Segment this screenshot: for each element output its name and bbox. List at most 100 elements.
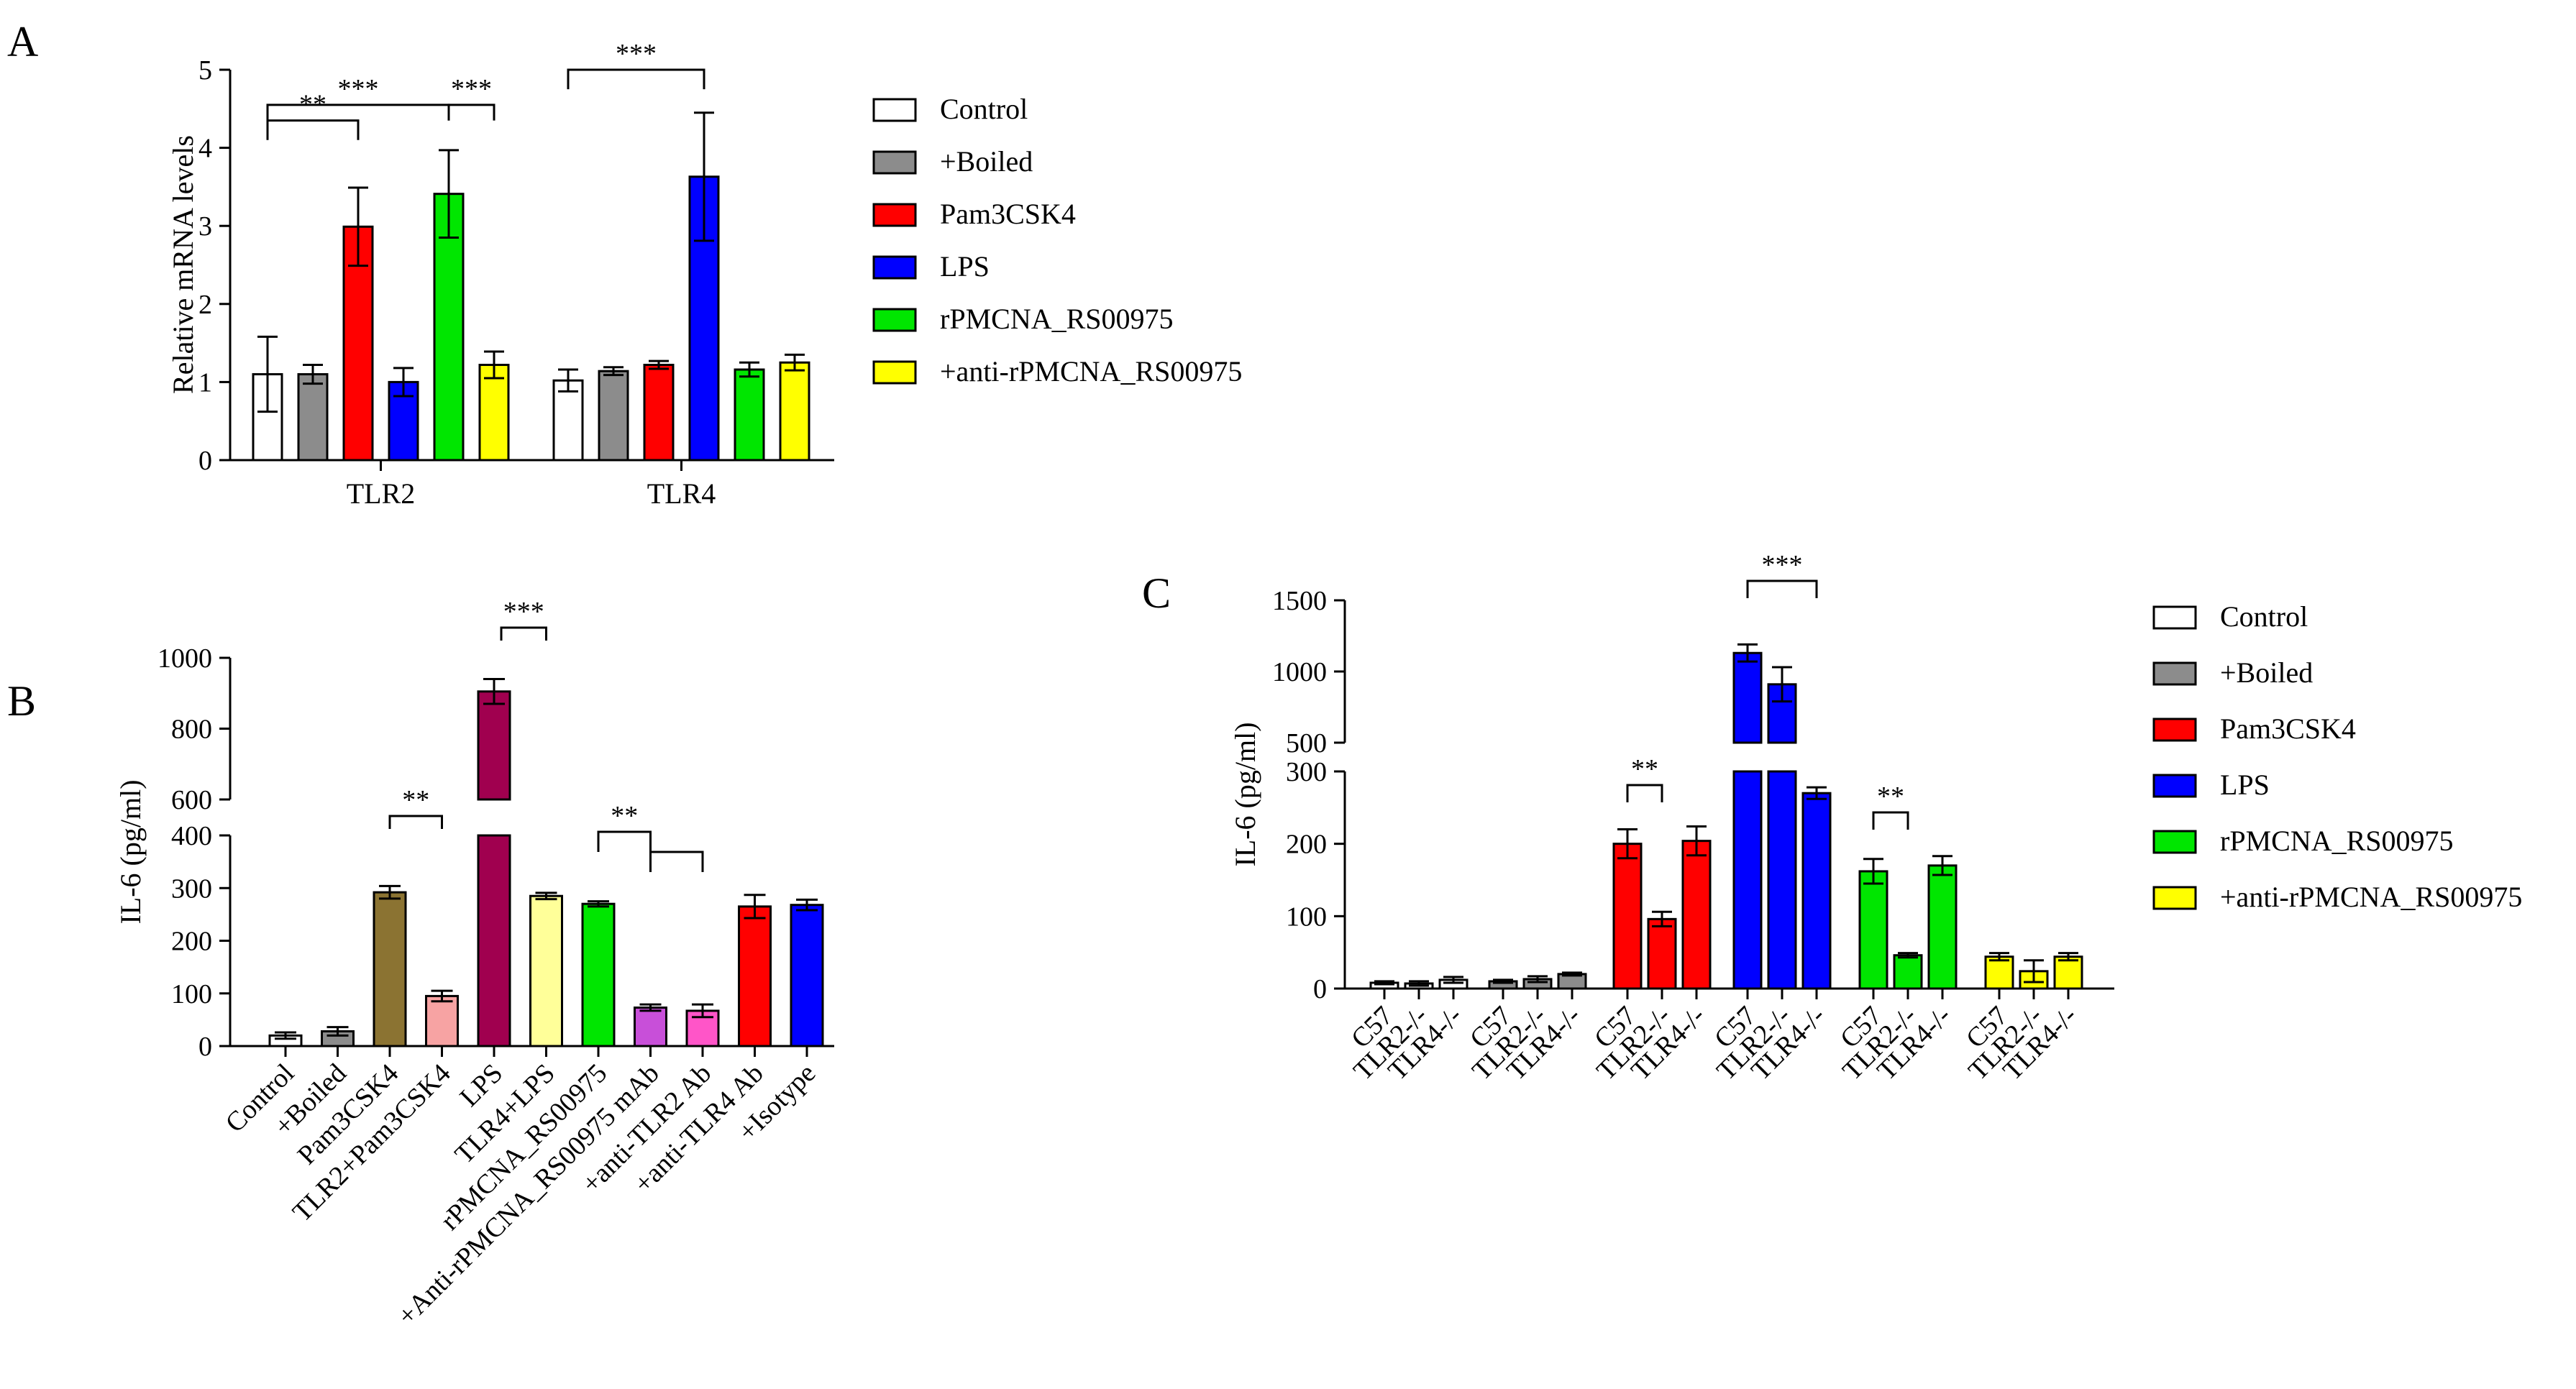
bar-rpmcna-rs00975 xyxy=(581,902,616,1048)
bar-tlr4-control xyxy=(552,379,584,462)
y-tick-label: 600 xyxy=(171,785,212,815)
bar-rpmcna-rs00975-tlr2 xyxy=(1893,954,1923,990)
y-tick-label: 800 xyxy=(171,715,212,745)
y-tick-label: 100 xyxy=(1286,902,1327,932)
sig-bracket-ctrl-pam3 xyxy=(266,119,360,140)
svg-text:C: C xyxy=(1142,569,1171,617)
sig-bracket-rpmcna-anti-label: *** xyxy=(451,74,492,104)
svg-text:B: B xyxy=(7,677,36,725)
legend-a-label-pam3csk4: Pam3CSK4 xyxy=(940,198,1076,230)
sig-bracket-lps-c57-tlr4 xyxy=(1746,579,1818,598)
y-axis-label: Relative mRNA levels xyxy=(167,135,199,394)
panel-label-c: C xyxy=(1142,569,1171,617)
bar-lps-tlr4 xyxy=(1801,792,1832,990)
y-tick-label: 200 xyxy=(171,927,212,957)
bar-lps-c57-upper xyxy=(1732,651,1763,744)
y-tick-label: 2 xyxy=(198,290,212,320)
legend-a-swatch-boiled xyxy=(872,150,917,175)
y-tick-label: 1000 xyxy=(1272,657,1327,687)
bar-tlr4-pam3csk4 xyxy=(643,364,675,462)
bar-tlr4-boiled xyxy=(598,370,629,462)
bar-anti-tlr4-ab xyxy=(738,905,772,1048)
legend-c-label-boiled: +Boiled xyxy=(2220,656,2313,689)
legend-c-label-lps: LPS xyxy=(2220,769,2270,801)
sig-bracket-lps-c57-tlr4-label: *** xyxy=(1762,550,1803,580)
legend-a-swatch-control xyxy=(872,98,917,122)
legend-a-label-control: Control xyxy=(940,93,1028,125)
y-tick-label: 1 xyxy=(198,367,212,398)
svg-text:A: A xyxy=(7,18,38,65)
y-tick-label: 4 xyxy=(198,134,212,164)
bar-anti-rpmcna-rs00975-mab xyxy=(634,1007,667,1048)
legend-c-swatch-pam3csk4 xyxy=(2152,718,2197,742)
sig-bracket-pam3-c57-tlr2 xyxy=(1626,784,1663,802)
bar-rpmcna-rs00975-tlr4 xyxy=(1927,864,1958,990)
x-tick-label-tlr4: TLR4 xyxy=(647,477,716,510)
panel-label-b: B xyxy=(7,677,36,725)
bar-tlr2-pam3csk4 xyxy=(425,994,459,1048)
bar-tlr2-anti-rpmcna-rs00975 xyxy=(478,364,510,462)
sig-bracket-ctrl-rpmcna xyxy=(266,104,450,121)
legend-a-swatch-rpmcna-rs00975 xyxy=(872,308,917,332)
bar-tlr4-lps xyxy=(529,894,563,1048)
bar-pam3csk4-tlr2 xyxy=(1647,917,1677,990)
y-tick-label: 0 xyxy=(198,1032,212,1062)
legend-c-label-pam3csk4: Pam3CSK4 xyxy=(2220,712,2356,745)
y-tick-label: 200 xyxy=(1286,830,1327,860)
y-axis-label: IL-6 (pg/ml) xyxy=(1229,722,1261,866)
bar-anti-rpmcna-rs00975-c57 xyxy=(1984,955,2014,990)
sig-bracket-rpmcna-c57-tlr2-label: ** xyxy=(1877,781,1904,812)
sig-bracket-lps-tlr4-label: *** xyxy=(503,597,544,627)
sig-bracket-rpmcna-anti xyxy=(447,104,495,121)
legend-a-label-boiled: +Boiled xyxy=(940,145,1033,178)
sig-bracket-ctrl-rpmcna-label: *** xyxy=(338,74,379,104)
legend-c-label-rpmcna-rs00975: rPMCNA_RS00975 xyxy=(2220,825,2454,857)
bar-lps-upper xyxy=(477,690,511,801)
y-tick-label: 100 xyxy=(171,979,212,1009)
bar-tlr4-anti-rpmcna-rs00975 xyxy=(779,361,810,462)
sig-bracket-rpmcna-tlr2 xyxy=(649,851,704,872)
legend-a-swatch-anti-rpmcna-rs00975 xyxy=(872,360,917,385)
legend-c-swatch-control xyxy=(2152,605,2197,630)
legend-c-label-control: Control xyxy=(2220,600,2308,633)
y-tick-label: 300 xyxy=(171,874,212,904)
sig-bracket-tlr4-ctrl-lps xyxy=(567,68,705,90)
y-tick-label: 300 xyxy=(1286,757,1327,787)
legend-a-label-rpmcna-rs00975: rPMCNA_RS00975 xyxy=(940,303,1174,335)
legend-a-swatch-pam3csk4 xyxy=(872,203,917,227)
bar-rpmcna-rs00975-c57 xyxy=(1858,870,1888,990)
sig-bracket-rpmcna-c57-tlr2 xyxy=(1872,811,1909,830)
bar-lps-lower xyxy=(477,834,511,1048)
legend-c-swatch-lps xyxy=(2152,774,2197,798)
y-axis-label: IL-6 (pg/ml) xyxy=(114,779,147,924)
y-tick-label: 1000 xyxy=(157,643,212,674)
chart-a: 0 1 2 3 4 5 Relative mRNA levels TLR2 TLR4 *** ** *… xyxy=(167,39,1242,510)
bar-lps-tlr2-lower xyxy=(1767,770,1797,990)
sig-bracket-pam3-c57-tlr2-label: ** xyxy=(1631,754,1658,784)
bar-isotype xyxy=(790,904,824,1048)
legend-c-swatch-rpmcna-rs00975 xyxy=(2152,830,2197,854)
legend-c-swatch-boiled xyxy=(2152,661,2197,686)
legend-a-label-anti-rpmcna-rs00975: +anti-rPMCNA_RS00975 xyxy=(940,355,1242,388)
bar-pam3csk4-c57 xyxy=(1612,843,1643,990)
legend-c-label-anti-rpmcna-rs00975: +anti-rPMCNA_RS00975 xyxy=(2220,881,2522,913)
sig-bracket-tlr4-ctrl-lps-label: *** xyxy=(616,39,657,69)
sig-bracket-rpmcna-mab xyxy=(597,830,652,852)
y-tick-label: 400 xyxy=(171,821,212,851)
panel-label-a: A xyxy=(7,18,38,65)
y-tick-label: 0 xyxy=(198,446,212,476)
y-tick-label: 0 xyxy=(1313,974,1327,1004)
legend-a-swatch-lps xyxy=(872,255,917,280)
bar-pam3csk4 xyxy=(373,891,407,1048)
y-tick-label: 3 xyxy=(198,211,212,242)
y-tick-label: 5 xyxy=(198,55,212,86)
sig-bracket-pam3-tlr2 xyxy=(388,815,443,829)
legend-a-label-lps: LPS xyxy=(940,250,990,283)
sig-bracket-pam3-tlr2-label: ** xyxy=(402,785,429,815)
sig-bracket-lps-tlr4 xyxy=(500,626,547,641)
sig-bracket-rpmcna-mab-label: ** xyxy=(611,801,638,831)
bar-tlr2-boiled xyxy=(297,373,329,462)
